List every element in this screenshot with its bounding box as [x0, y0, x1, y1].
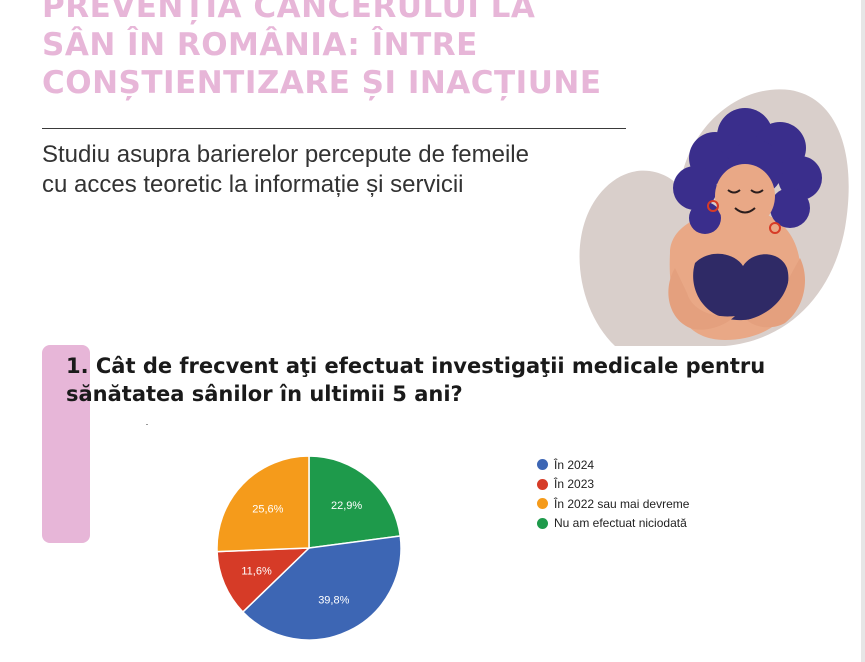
question-line-1: 1. Cât de frecvent aţi efectuat investig…	[66, 354, 766, 378]
legend-swatch-1	[537, 459, 548, 471]
legend-label-2: În 2023	[554, 477, 595, 492]
page-title: PREVENȚIA CANCERULUI LA SÂN ÎN ROMÂNIA: …	[42, 0, 632, 102]
earring-right	[769, 222, 781, 234]
title-line-2: SÂN ÎN ROMÂNIA: ÎNTRE	[42, 27, 478, 63]
eye-right	[750, 189, 764, 194]
legend-item-4: Nu am efectuat niciodată	[537, 514, 689, 534]
legend-item-1: În 2024	[537, 455, 689, 475]
pie-value-label-2: 11,6%	[241, 565, 272, 577]
stray-dot	[146, 424, 148, 425]
page-edge	[861, 0, 865, 662]
question-accent-bar	[42, 345, 90, 543]
pie-slice-4	[308, 455, 402, 549]
legend-swatch-3	[537, 498, 548, 510]
pie-slice-3	[216, 455, 310, 553]
legend-label-4: Nu am efectuat niciodată	[554, 516, 687, 531]
title-line-3: CONȘTIENTIZARE ȘI INACȚIUNE	[42, 65, 602, 101]
pie-value-label-3: 25,6%	[252, 503, 283, 515]
right-arm	[747, 258, 805, 328]
pie-slice-1	[241, 535, 402, 641]
legend-swatch-4	[537, 517, 548, 529]
top-garment	[693, 253, 789, 321]
face	[715, 164, 775, 228]
pie-value-label-4: 22,9%	[331, 500, 362, 512]
title-divider	[42, 128, 626, 129]
subtitle-line-2: cu acces teoretic la informație și servi…	[42, 171, 464, 198]
smile	[734, 207, 756, 214]
pie-value-label-1: 39,8%	[318, 594, 349, 606]
title-line-1: PREVENȚIA CANCERULUI LA	[42, 0, 536, 25]
woman-hugging-herself-illustration	[579, 89, 849, 347]
earring-left	[707, 200, 719, 212]
left-arm	[668, 268, 735, 330]
legend-swatch-2	[537, 478, 548, 490]
subtitle-line-1: Studiu asupra barierelor percepute de fe…	[42, 141, 529, 168]
legend-label-1: În 2024	[554, 457, 595, 472]
legend-item-2: În 2023	[537, 475, 689, 495]
legend-label-3: În 2022 sau mai devreme	[554, 496, 690, 511]
page-subtitle: Studiu asupra barierelor percepute de fe…	[42, 140, 642, 200]
chart-legend: În 2024 În 2023 În 2022 sau mai devreme Nu …	[537, 455, 689, 533]
question-heading: 1. Cât de frecvent aţi efectuat investig…	[66, 352, 826, 408]
eye-left	[727, 189, 741, 194]
question-line-2: sănătatea sânilor în ultimii 5 ani?	[66, 382, 463, 406]
legend-item-3: În 2022 sau mai devreme	[537, 494, 689, 514]
pie-slice-2	[216, 547, 311, 614]
pie-chart: 22,9% 39,8% 11,6% 25,6%	[216, 455, 402, 641]
